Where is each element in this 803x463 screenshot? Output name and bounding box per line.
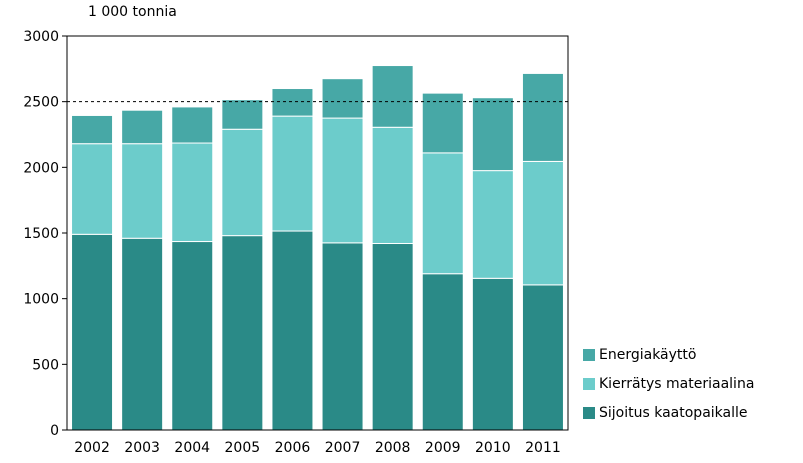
bar-sijoitus-kaatopaikalle-2004	[171, 241, 214, 431]
bar-kierr-tys-materiaalina-2008	[371, 126, 414, 245]
x-tick-label: 2004	[174, 440, 210, 456]
bar-energiak-ytt--2005	[221, 99, 264, 130]
bar-sijoitus-kaatopaikalle-2010	[471, 277, 514, 431]
bar-sijoitus-kaatopaikalle-2007	[321, 242, 364, 431]
legend-swatch	[583, 348, 595, 361]
y-tick-label: 0	[50, 423, 59, 439]
x-tick-label: 2003	[124, 440, 160, 456]
y-tick-label: 2500	[23, 95, 59, 111]
legend-item: Sijoitus kaatopaikalle	[583, 398, 754, 427]
legend-item: Kierrätys materiaalina	[583, 369, 754, 398]
legend: Energiakäyttö Kierrätys materiaalina Sijoi…	[583, 340, 754, 427]
bar-kierr-tys-materiaalina-2005	[221, 128, 264, 237]
legend-label: Sijoitus kaatopaikalle	[599, 404, 748, 421]
y-tick-label: 1000	[23, 292, 59, 308]
bar-kierr-tys-materiaalina-2002	[71, 143, 114, 235]
x-tick-label: 2007	[325, 440, 361, 456]
bar-energiak-ytt--2011	[521, 72, 564, 162]
y-tick-label: 2000	[23, 160, 59, 176]
legend-label: Kierrätys materiaalina	[599, 375, 755, 392]
plot-frame	[66, 35, 569, 431]
bar-energiak-ytt--2010	[471, 97, 514, 172]
bar-energiak-ytt--2009	[421, 92, 464, 154]
bar-sijoitus-kaatopaikalle-2006	[271, 230, 314, 431]
bar-energiak-ytt--2008	[371, 65, 414, 128]
x-tick-label: 2008	[375, 440, 411, 456]
bar-energiak-ytt--2002	[71, 114, 114, 145]
bar-energiak-ytt--2004	[171, 106, 214, 144]
bar-kierr-tys-materiaalina-2009	[421, 152, 464, 275]
legend-swatch	[583, 406, 595, 419]
bar-sijoitus-kaatopaikalle-2008	[371, 243, 414, 431]
legend-label: Energiakäyttö	[599, 346, 697, 363]
bar-energiak-ytt--2006	[271, 88, 314, 117]
bar-kierr-tys-materiaalina-2007	[321, 117, 364, 244]
bar-kierr-tys-materiaalina-2004	[171, 142, 214, 243]
bar-sijoitus-kaatopaikalle-2011	[521, 284, 564, 431]
bar-kierr-tys-materiaalina-2006	[271, 115, 314, 232]
x-tick-label: 2011	[525, 440, 561, 456]
bar-kierr-tys-materiaalina-2010	[471, 170, 514, 279]
x-tick-label: 2009	[425, 440, 461, 456]
bar-sijoitus-kaatopaikalle-2005	[221, 235, 264, 431]
legend-swatch	[583, 377, 595, 390]
bar-energiak-ytt--2007	[321, 78, 364, 119]
bar-sijoitus-kaatopaikalle-2003	[121, 237, 164, 431]
bar-kierr-tys-materiaalina-2011	[521, 160, 564, 286]
bar-kierr-tys-materiaalina-2003	[121, 143, 164, 239]
bar-energiak-ytt--2003	[121, 109, 164, 145]
x-tick-label: 2005	[225, 440, 261, 456]
y-axis-unit-label: 1 000 tonnia	[88, 4, 177, 20]
x-tick-label: 2006	[275, 440, 311, 456]
y-tick-label: 1500	[23, 226, 59, 242]
bar-sijoitus-kaatopaikalle-2002	[71, 233, 114, 431]
x-tick-label: 2002	[74, 440, 110, 456]
legend-item: Energiakäyttö	[583, 340, 754, 369]
y-tick-label: 3000	[23, 29, 59, 45]
bar-sijoitus-kaatopaikalle-2009	[421, 273, 464, 431]
y-tick-label: 500	[32, 357, 59, 373]
x-tick-label: 2010	[475, 440, 511, 456]
